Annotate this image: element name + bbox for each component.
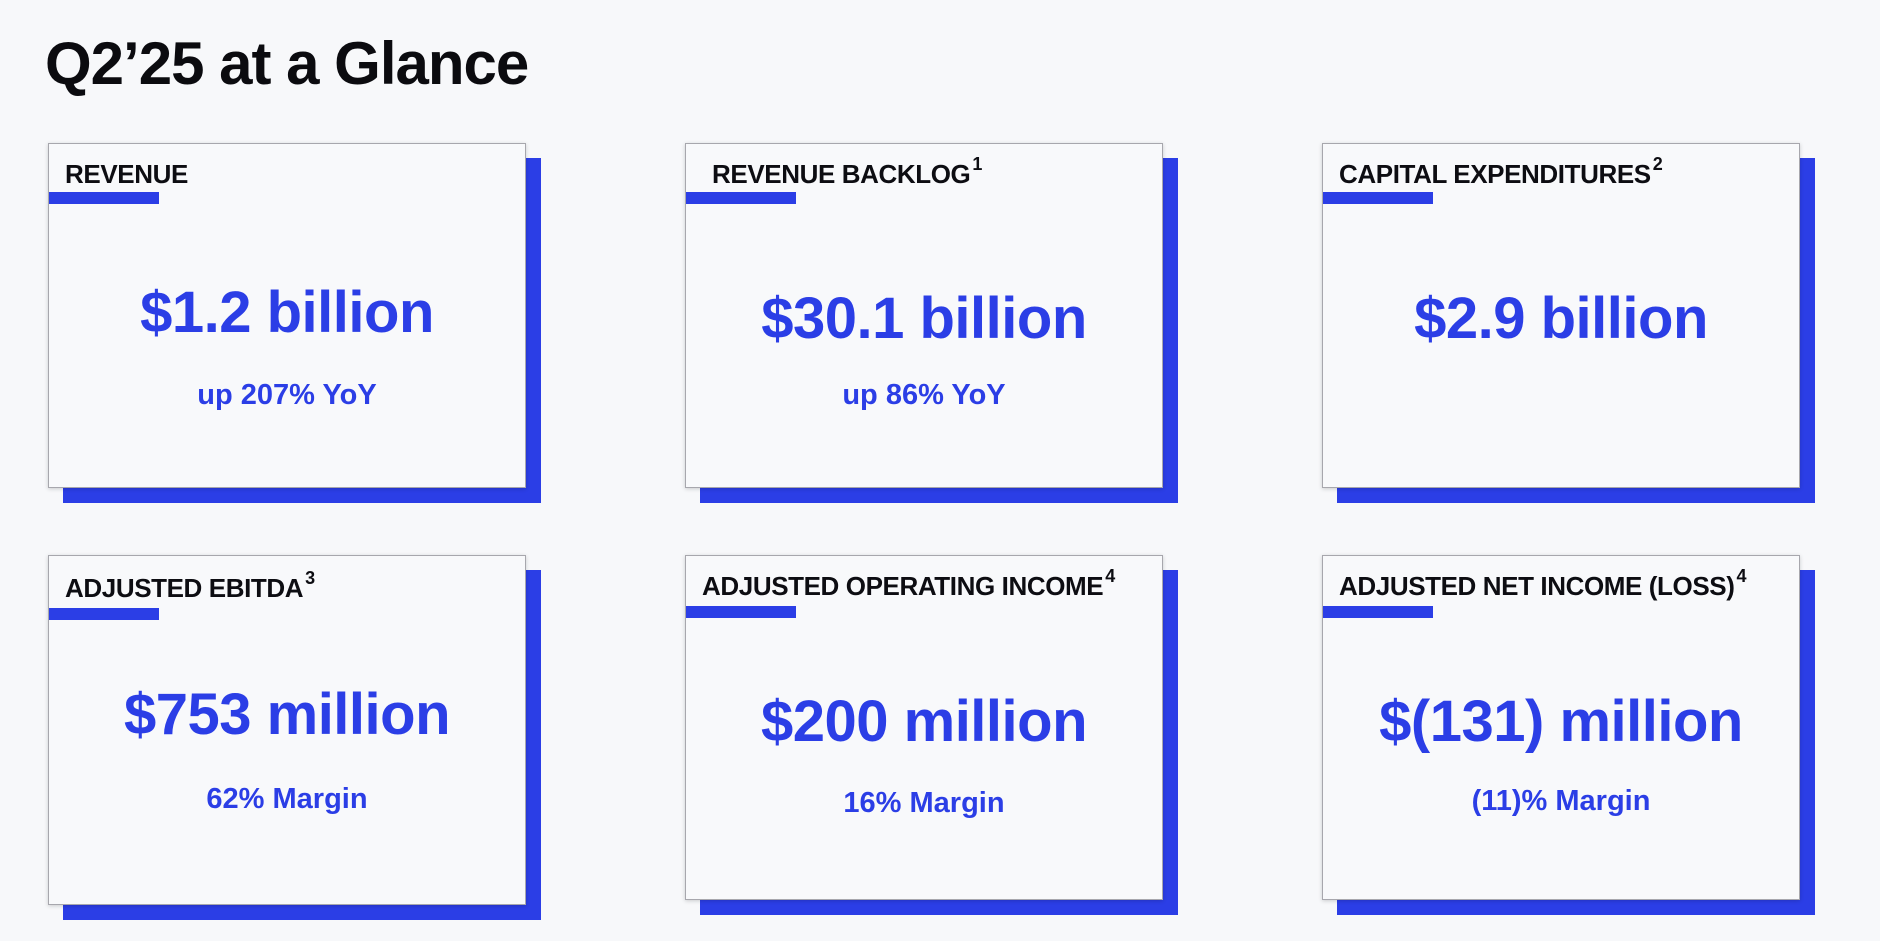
metric-subtext: 16% Margin xyxy=(843,787,1005,819)
metric-subtext: (11)% Margin xyxy=(1471,785,1651,817)
card-panel: REVENUE $1.2 billion up 207% YoY xyxy=(48,143,526,488)
accent-bar xyxy=(686,606,796,618)
metric-value: $(131) million xyxy=(1379,689,1743,754)
card-title: ADJUSTED OPERATING INCOME 4 xyxy=(702,567,1115,602)
card-panel: CAPITAL EXPENDITURES 2 $2.9 billion xyxy=(1322,143,1800,488)
metric-card-adjusted-operating-income: ADJUSTED OPERATING INCOME 4 $200 million … xyxy=(685,555,1178,915)
card-panel: ADJUSTED EBITDA 3 $753 million 62% Margin xyxy=(48,555,526,905)
accent-bar xyxy=(1323,606,1433,618)
accent-bar xyxy=(49,192,159,204)
metric-value: $2.9 billion xyxy=(1414,286,1708,351)
footnote-marker: 3 xyxy=(305,568,315,589)
metric-subtext: up 86% YoY xyxy=(842,379,1006,411)
metric-value: $200 million xyxy=(760,689,1088,754)
card-title-text: ADJUSTED EBITDA xyxy=(65,573,304,603)
card-panel: REVENUE BACKLOG 1 $30.1 billion up 86% Yo… xyxy=(685,143,1163,488)
metric-value: $753 million xyxy=(123,682,451,747)
card-title: REVENUE BACKLOG 1 xyxy=(712,155,982,190)
metric-card-capital-expenditures: CAPITAL EXPENDITURES 2 $2.9 billion xyxy=(1322,143,1815,503)
footnote-marker: 4 xyxy=(1736,566,1747,587)
card-title: REVENUE xyxy=(65,158,190,190)
card-title-text: REVENUE BACKLOG xyxy=(712,159,971,189)
card-title-text: CAPITAL EXPENDITURES xyxy=(1339,159,1651,189)
card-title-text: ADJUSTED OPERATING INCOME xyxy=(702,571,1104,601)
footnote-marker: 4 xyxy=(1105,566,1115,587)
card-title: CAPITAL EXPENDITURES 2 xyxy=(1339,155,1663,190)
metric-card-revenue: REVENUE $1.2 billion up 207% YoY xyxy=(48,143,541,503)
accent-bar xyxy=(686,192,796,204)
footnote-marker: 1 xyxy=(972,154,982,175)
metric-card-revenue-backlog: REVENUE BACKLOG 1 $30.1 billion up 86% Yo… xyxy=(685,143,1178,503)
metric-card-adjusted-net-income: ADJUSTED NET INCOME (LOSS) 4 $(131) milli… xyxy=(1322,555,1815,915)
accent-bar xyxy=(49,608,159,620)
card-title-text: ADJUSTED NET INCOME (LOSS) xyxy=(1339,571,1735,601)
card-panel: ADJUSTED OPERATING INCOME 4 $200 million … xyxy=(685,555,1163,900)
metric-subtext: up 207% YoY xyxy=(197,379,377,411)
accent-bar xyxy=(1323,192,1433,204)
footnote-marker: 2 xyxy=(1652,154,1663,175)
metric-value: $30.1 billion xyxy=(761,286,1087,351)
metric-subtext: 62% Margin xyxy=(206,783,368,815)
card-title: ADJUSTED EBITDA 3 xyxy=(65,569,315,604)
metric-card-adjusted-ebitda: ADJUSTED EBITDA 3 $753 million 62% Margin xyxy=(48,555,541,920)
card-title-text: REVENUE xyxy=(65,159,188,189)
metric-value: $1.2 billion xyxy=(140,280,434,345)
card-panel: ADJUSTED NET INCOME (LOSS) 4 $(131) milli… xyxy=(1322,555,1800,900)
page-title: Q2’25 at a Glance xyxy=(45,30,529,97)
card-title: ADJUSTED NET INCOME (LOSS) 4 xyxy=(1339,567,1747,602)
